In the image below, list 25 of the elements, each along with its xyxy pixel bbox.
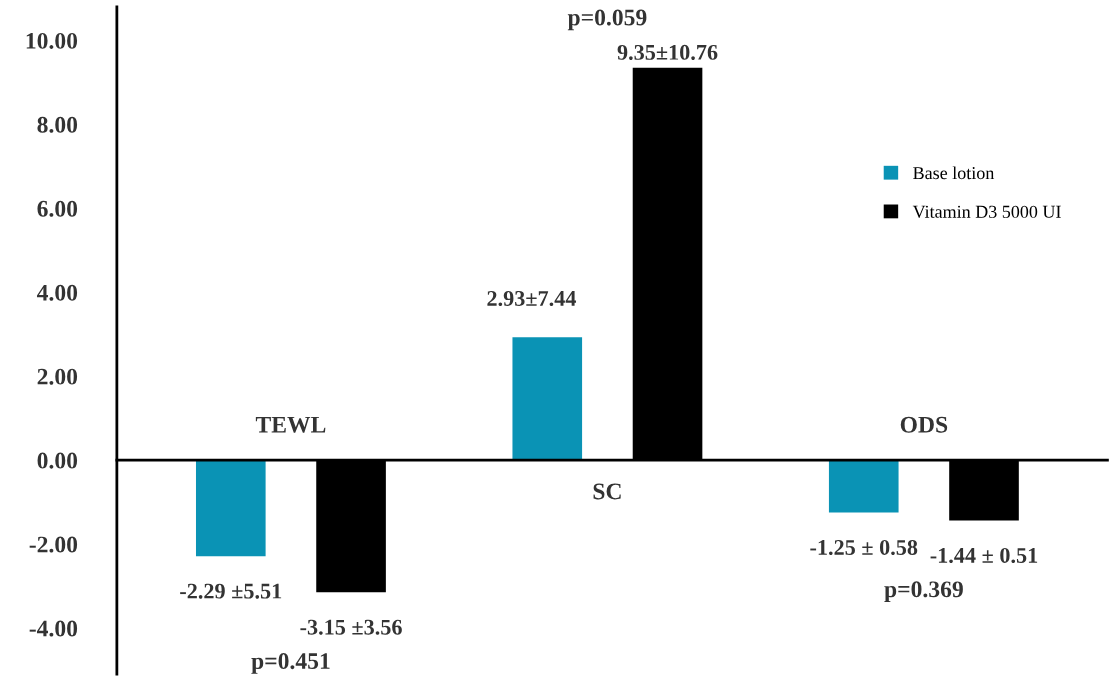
bar <box>512 337 583 461</box>
bar <box>828 460 899 513</box>
annotation: p=0.451 <box>251 653 330 674</box>
data-label: -2.29 ±5.51 <box>180 583 282 599</box>
bar <box>195 460 266 557</box>
y-tick-label: 2.00 <box>37 368 78 385</box>
y-tick-label: -4.00 <box>29 620 78 637</box>
y-tick-label: 8.00 <box>37 116 78 133</box>
data-label: -3.15 ±3.56 <box>300 619 402 635</box>
y-tick-label: -2.00 <box>29 536 78 553</box>
data-label: 2.93±7.44 <box>487 291 577 307</box>
data-label: 9.35±10.76 <box>617 44 718 60</box>
y-tick-label: 6.00 <box>37 200 78 217</box>
x-tick-label: TEWL <box>255 416 326 433</box>
y-tick-label: 10.00 <box>26 32 78 49</box>
legend-label: Vitamin D3 5000 UI <box>912 205 1061 218</box>
annotation: p=0.059 <box>567 9 647 31</box>
legend-label: Base lotion <box>913 166 995 180</box>
annotation: p=0.369 <box>884 581 963 603</box>
x-tick-label: ODS <box>900 416 948 433</box>
y-tick-label: 0.00 <box>37 452 78 469</box>
data-label: -1.25 ± 0.58 <box>810 539 918 556</box>
y-tick-label: 4.00 <box>36 284 78 301</box>
data-label: -1.44 ± 0.51 <box>930 547 1038 563</box>
x-tick-label: SC <box>593 483 621 500</box>
